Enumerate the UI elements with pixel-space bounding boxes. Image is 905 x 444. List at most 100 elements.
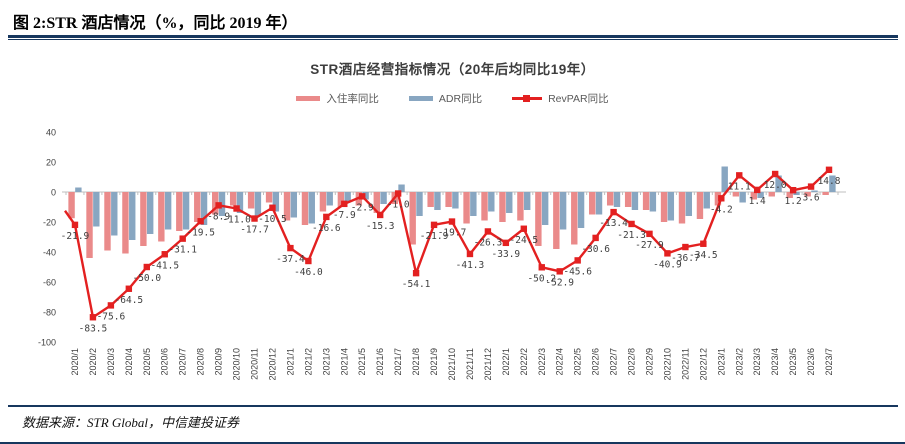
svg-text:11.1: 11.1 (728, 181, 751, 192)
svg-text:2022/8: 2022/8 (627, 348, 637, 376)
svg-text:2022/6: 2022/6 (591, 348, 601, 376)
svg-text:2023/4: 2023/4 (770, 348, 780, 376)
svg-text:2023/5: 2023/5 (788, 348, 798, 376)
svg-text:2020/11: 2020/11 (250, 348, 260, 380)
svg-text:2023/1: 2023/1 (716, 348, 726, 376)
svg-text:12.0: 12.0 (764, 180, 787, 191)
svg-text:2020/4: 2020/4 (124, 348, 134, 376)
svg-text:-13.4: -13.4 (599, 218, 628, 229)
svg-text:-27.9: -27.9 (635, 240, 664, 251)
svg-text:2020/12: 2020/12 (267, 348, 277, 381)
svg-text:-33.9: -33.9 (492, 249, 521, 260)
svg-text:2023/6: 2023/6 (806, 348, 816, 376)
svg-text:2020/2: 2020/2 (88, 348, 98, 376)
svg-text:2021/12: 2021/12 (483, 348, 493, 381)
svg-text:2020/9: 2020/9 (214, 348, 224, 376)
svg-text:2022/3: 2022/3 (537, 348, 547, 376)
data-source-note: 数据来源：STR Global，中信建投证券 (22, 415, 240, 430)
svg-text:2022/1: 2022/1 (501, 348, 511, 376)
svg-text:-19.7: -19.7 (438, 228, 467, 239)
footer-divider (8, 405, 898, 407)
svg-text:-34.5: -34.5 (689, 250, 718, 261)
legend-item-occupancy: 入住率同比 (296, 91, 379, 106)
revpar-line-swatch-icon (512, 94, 543, 102)
svg-text:-10.5: -10.5 (258, 214, 287, 225)
svg-text:-37.4: -37.4 (276, 254, 305, 265)
svg-text:2022/7: 2022/7 (609, 348, 619, 376)
svg-text:-41.3: -41.3 (456, 260, 485, 271)
svg-text:-19.5: -19.5 (186, 227, 215, 238)
svg-text:-20: -20 (43, 218, 56, 228)
svg-text:-50.0: -50.0 (132, 273, 161, 284)
svg-text:-4.2: -4.2 (710, 204, 733, 215)
svg-text:2022/11: 2022/11 (680, 348, 690, 380)
svg-text:2021/6: 2021/6 (375, 348, 385, 376)
svg-text:2020/3: 2020/3 (106, 348, 116, 376)
legend-label-revpar: RevPAR同比 (548, 93, 609, 105)
svg-text:-11.0: -11.0 (222, 215, 251, 226)
svg-text:-60: -60 (43, 278, 56, 288)
svg-text:-46.0: -46.0 (294, 267, 323, 278)
legend-item-revpar: RevPAR同比 (512, 91, 609, 106)
svg-text:-36.7: -36.7 (671, 253, 700, 264)
svg-text:-15.3: -15.3 (366, 221, 395, 232)
svg-text:2022/12: 2022/12 (698, 348, 708, 381)
svg-text:2023/3: 2023/3 (752, 348, 762, 376)
svg-text:1.2: 1.2 (785, 196, 802, 207)
svg-text:0: 0 (51, 188, 56, 198)
svg-text:2023/7: 2023/7 (824, 348, 834, 376)
svg-text:-17.7: -17.7 (240, 225, 269, 236)
svg-text:2021/11: 2021/11 (465, 348, 475, 380)
svg-text:-21.3: -21.3 (617, 230, 646, 241)
svg-text:2021/2: 2021/2 (303, 348, 313, 376)
svg-text:-75.6: -75.6 (97, 311, 126, 322)
svg-text:-2.9: -2.9 (351, 202, 374, 213)
svg-text:-40: -40 (43, 248, 56, 258)
svg-text:2020/5: 2020/5 (142, 348, 152, 376)
svg-text:2020/1: 2020/1 (70, 348, 80, 376)
svg-text:2021/3: 2021/3 (321, 348, 331, 376)
svg-text:2020/7: 2020/7 (178, 348, 188, 376)
svg-text:-24.5: -24.5 (510, 235, 539, 246)
svg-text:-41.5: -41.5 (150, 260, 179, 271)
svg-text:-8.9: -8.9 (207, 211, 230, 222)
svg-text:-45.6: -45.6 (563, 266, 592, 277)
chart-title: STR酒店经营指标情况（20年后均同比19年） (310, 62, 595, 77)
figure-caption: 图 2:STR 酒店情况（%，同比 2019 年） (13, 15, 298, 32)
legend-label-occupancy: 入住率同比 (326, 93, 379, 105)
svg-text:14.8: 14.8 (818, 176, 841, 187)
svg-text:2020/6: 2020/6 (160, 348, 170, 376)
svg-text:2021/7: 2021/7 (393, 348, 403, 376)
svg-text:2021/10: 2021/10 (447, 348, 457, 381)
svg-text:-7.9: -7.9 (333, 210, 356, 221)
svg-text:-30.6: -30.6 (581, 244, 610, 255)
svg-text:2022/9: 2022/9 (644, 348, 654, 376)
svg-text:2021/8: 2021/8 (411, 348, 421, 376)
svg-text:2020/8: 2020/8 (196, 348, 206, 376)
svg-text:2022/2: 2022/2 (519, 348, 529, 376)
svg-text:2021/5: 2021/5 (357, 348, 367, 376)
top-divider (8, 35, 898, 40)
svg-text:2021/1: 2021/1 (285, 348, 295, 376)
svg-text:-100: -100 (38, 338, 56, 348)
svg-text:20: 20 (46, 158, 56, 168)
svg-text:40: 40 (46, 128, 56, 138)
svg-text:-50.2: -50.2 (527, 273, 556, 284)
svg-text:2022/5: 2022/5 (573, 348, 583, 376)
chart-plot-area: 40 20 0 -20 -40 -60 -80 -100 2020/1 2020/2 2020/3 2… (38, 128, 846, 381)
svg-text:3.6: 3.6 (802, 193, 819, 204)
adr-bar-swatch-icon (408, 96, 433, 101)
page-bottom-border (0, 442, 905, 444)
svg-text:-52.9: -52.9 (545, 277, 574, 288)
svg-text:-26.3: -26.3 (474, 237, 503, 248)
svg-text:2020/10: 2020/10 (232, 348, 242, 381)
chart-legend: 入住率同比 ADR同比 RevPAR同比 (0, 91, 905, 106)
legend-item-adr: ADR同比 (408, 91, 482, 106)
svg-text:2022/10: 2022/10 (662, 348, 672, 381)
svg-text:1.4: 1.4 (749, 196, 766, 207)
svg-text:2022/4: 2022/4 (555, 348, 565, 376)
svg-text:2023/2: 2023/2 (734, 348, 744, 376)
svg-text:-21.9: -21.9 (61, 231, 90, 242)
svg-text:-31.1: -31.1 (168, 245, 197, 256)
